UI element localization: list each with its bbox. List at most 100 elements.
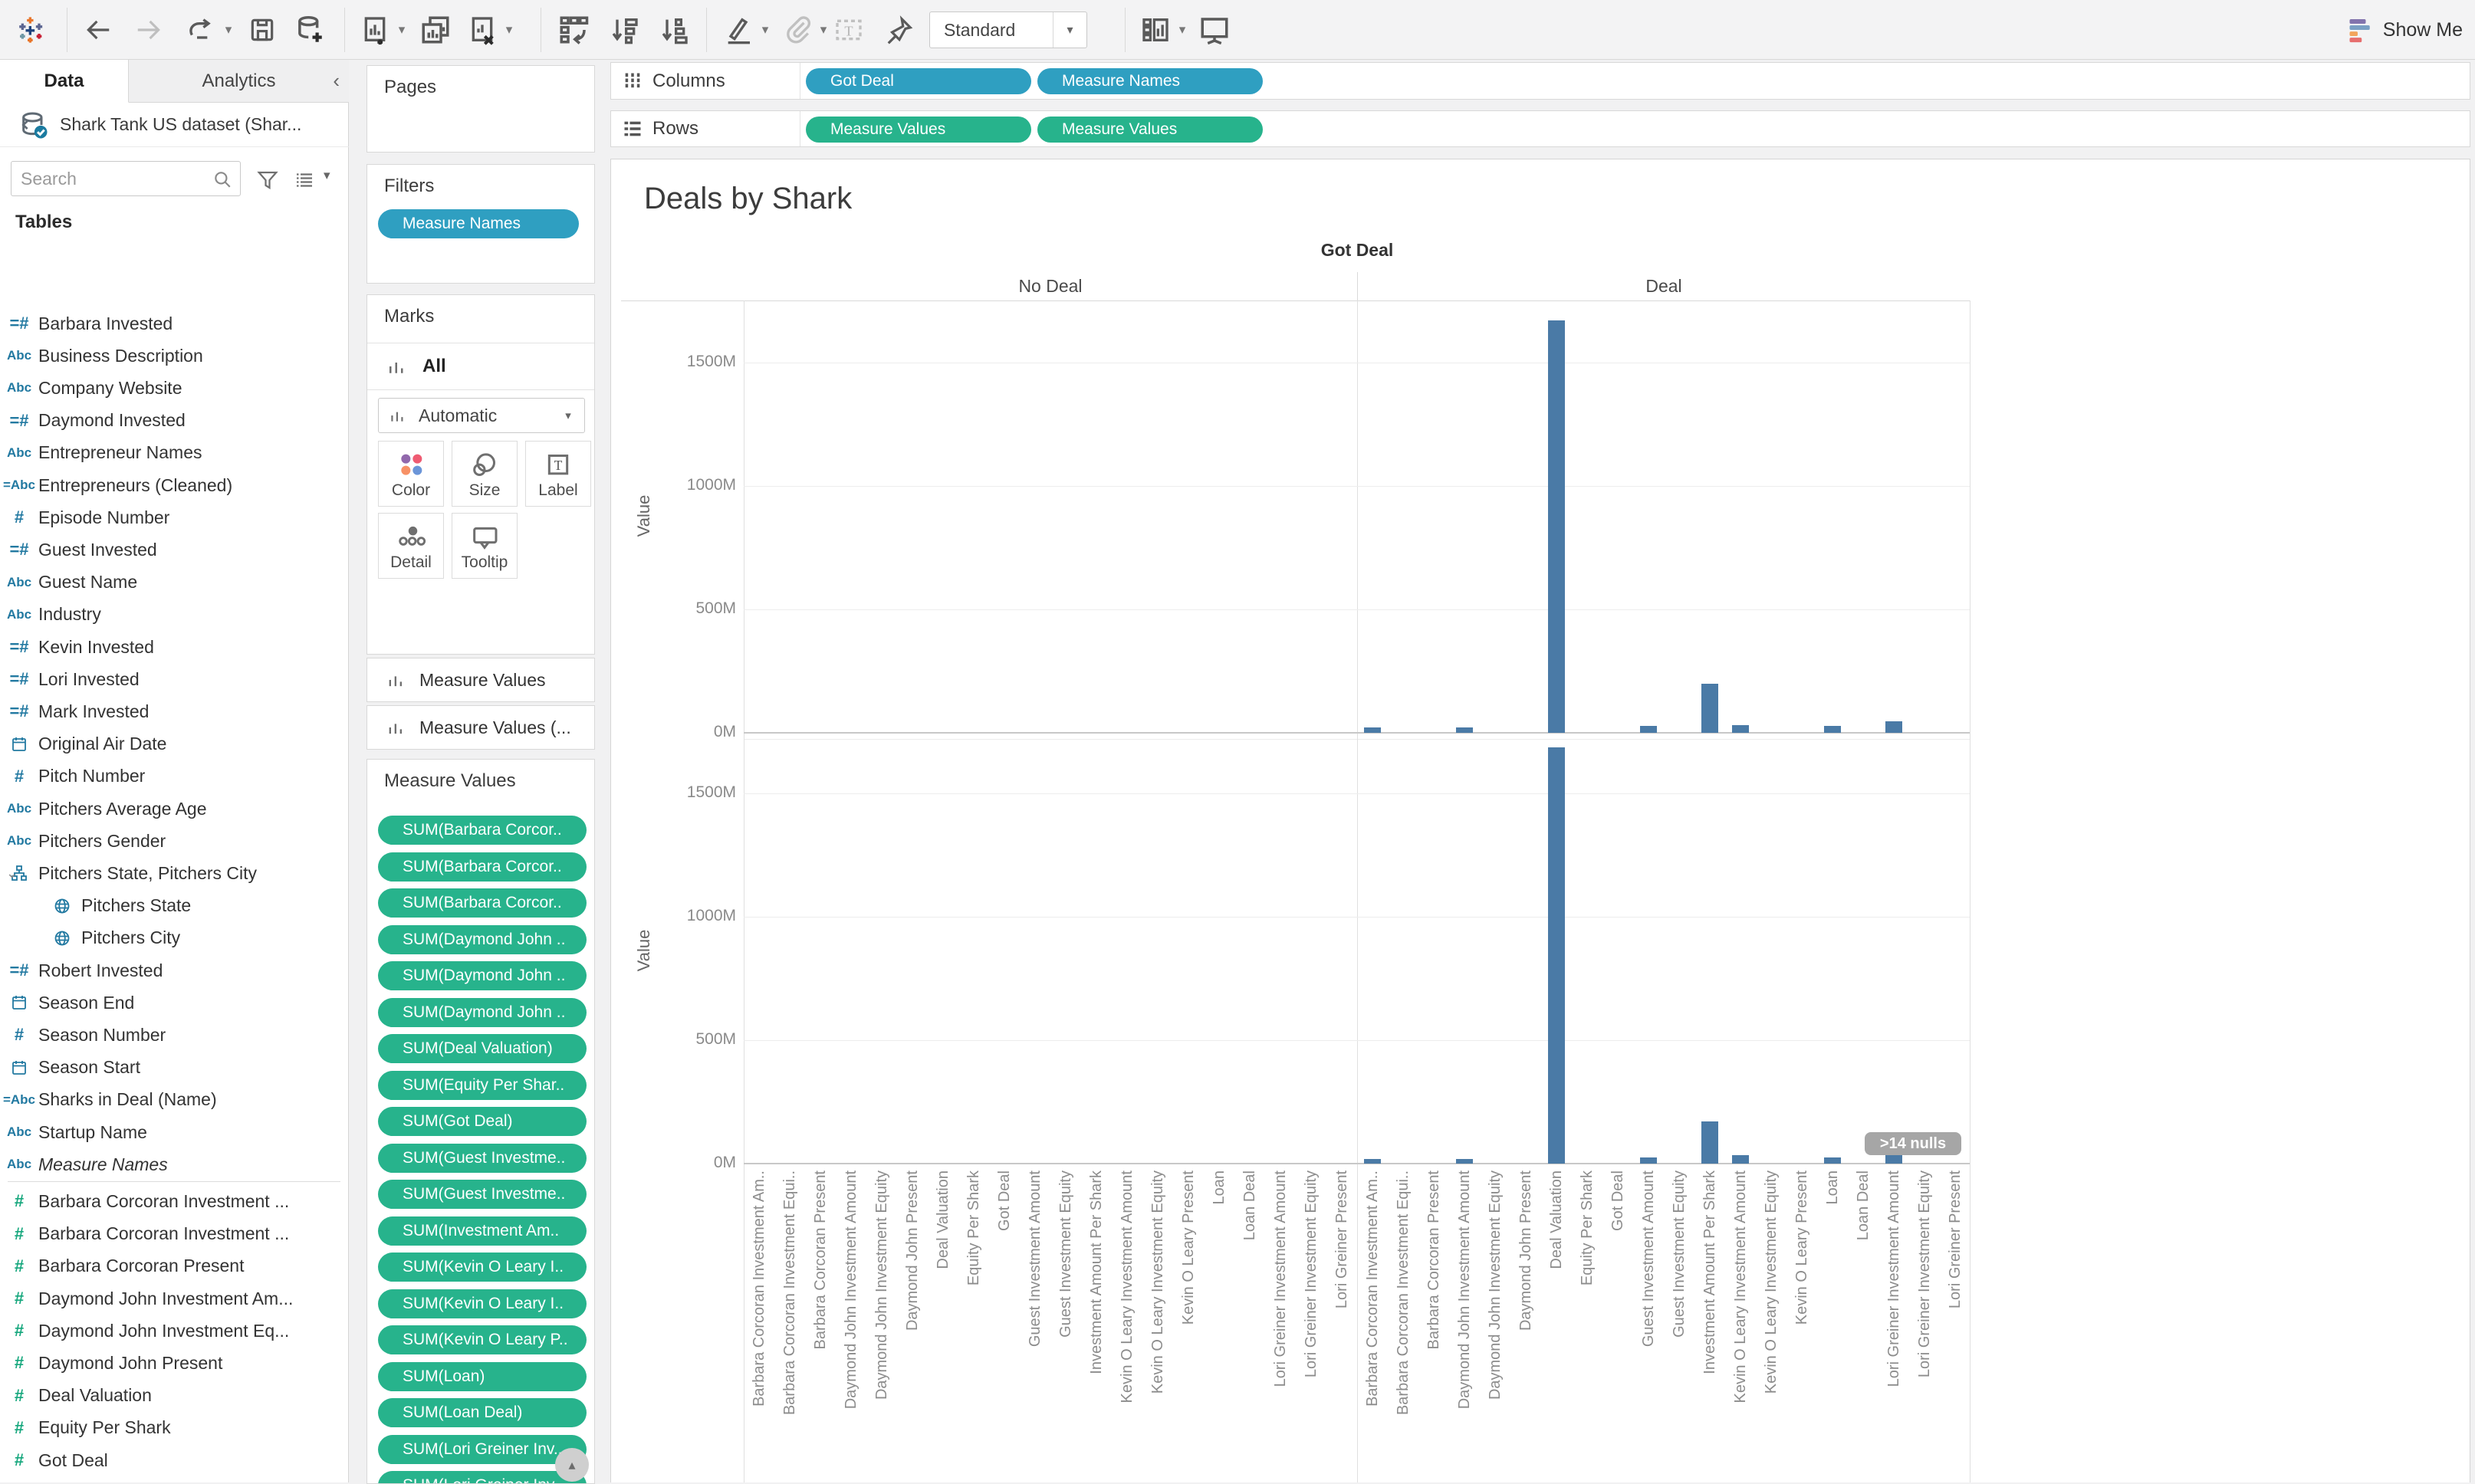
expander-chevron-icon[interactable]: ⌄ xyxy=(6,865,18,882)
scroll-indicator[interactable]: ▴ xyxy=(555,1448,589,1482)
measure-values-pill-0[interactable]: SUM(Barbara Corcor.. xyxy=(378,816,587,845)
size-button[interactable]: Size xyxy=(452,441,518,507)
field-item-daymond-invested[interactable]: =#Daymond Invested xyxy=(0,405,348,437)
clear-sheet-button[interactable] xyxy=(463,0,501,60)
duplicate-sheet-button[interactable] xyxy=(416,0,455,60)
measure-values-pill-2[interactable]: SUM(Barbara Corcor.. xyxy=(378,888,587,918)
highlight-button[interactable] xyxy=(719,0,758,60)
fix-axes-icon[interactable] xyxy=(880,0,919,60)
measure-values-pill-14[interactable]: SUM(Kevin O Leary P.. xyxy=(378,1325,587,1354)
detail-button[interactable]: Detail xyxy=(378,513,444,579)
field-item-barbara-invested[interactable]: =#Barbara Invested xyxy=(0,307,348,340)
field-item-lori-invested[interactable]: =#Lori Invested xyxy=(0,663,348,695)
rows-pill-1[interactable]: Measure Values xyxy=(1037,117,1263,143)
measure-values-pill-7[interactable]: SUM(Equity Per Shar.. xyxy=(378,1071,587,1100)
field-item-pitchers-city[interactable]: Pitchers City xyxy=(0,922,348,954)
collapse-panel-icon[interactable]: ‹ xyxy=(333,69,340,93)
sort-descending-button[interactable] xyxy=(656,0,694,60)
color-button[interactable]: Color xyxy=(378,441,444,507)
show-hide-cards-caret[interactable]: ▾ xyxy=(1175,0,1190,60)
undo-redo-icon[interactable] xyxy=(182,0,219,60)
bar-guest-investment-amount[interactable] xyxy=(1640,726,1657,733)
measure-values-pill-9[interactable]: SUM(Guest Investme.. xyxy=(378,1144,587,1173)
pages-shelf[interactable]: Pages xyxy=(366,65,595,153)
filter-pill-0[interactable]: Measure Names xyxy=(378,209,579,238)
tooltip-button[interactable]: Tooltip xyxy=(452,513,518,579)
mark-type-caret[interactable]: ▾ xyxy=(552,409,584,422)
columns-pill-1[interactable]: Measure Names xyxy=(1037,68,1263,94)
null-indicator-badge[interactable]: >14 nulls xyxy=(1865,1132,1961,1155)
column-header-deal[interactable]: Deal xyxy=(1549,276,1779,297)
bar-loan[interactable] xyxy=(1824,1157,1841,1164)
field-item-deal-valuation[interactable]: #Deal Valuation xyxy=(0,1380,348,1412)
field-item-season-number[interactable]: #Season Number xyxy=(0,1019,348,1051)
field-item-kevin-invested[interactable]: =#Kevin Invested xyxy=(0,631,348,663)
bar-kevin-o-leary-investment-amount[interactable] xyxy=(1732,1155,1749,1164)
field-item-barbara-corcoran-investment-[interactable]: #Barbara Corcoran Investment ... xyxy=(0,1218,348,1250)
field-item-pitchers-state-pitchers-city[interactable]: ⌄Pitchers State, Pitchers City xyxy=(0,857,348,889)
field-item-mark-invested[interactable]: =#Mark Invested xyxy=(0,695,348,727)
search-input[interactable] xyxy=(21,165,205,192)
field-item-guest-investment-amount[interactable]: #Guest Investment Amount xyxy=(0,1476,348,1482)
field-item-daymond-john-investment-eq-[interactable]: #Daymond John Investment Eq... xyxy=(0,1315,348,1347)
field-item-pitchers-state[interactable]: Pitchers State xyxy=(0,890,348,922)
bar-investment-amount-per-shark[interactable] xyxy=(1701,684,1718,733)
bar-guest-investment-amount[interactable] xyxy=(1640,1157,1657,1164)
save-button[interactable] xyxy=(244,0,281,60)
tab-data[interactable]: Data xyxy=(0,60,129,103)
forward-button[interactable] xyxy=(130,0,167,60)
add-datasource-button[interactable] xyxy=(290,0,330,60)
bar-daymond-john-investment-amount[interactable] xyxy=(1456,1159,1473,1164)
measure-values-pill-6[interactable]: SUM(Deal Valuation) xyxy=(378,1034,587,1063)
filters-shelf[interactable]: Filters Measure Names xyxy=(366,164,595,284)
measure-values-pill-4[interactable]: SUM(Daymond John .. xyxy=(378,961,587,990)
highlight-caret[interactable]: ▾ xyxy=(758,0,773,60)
datasource-row[interactable]: Shark Tank US dataset (Shar... xyxy=(0,103,349,147)
field-item-season-end[interactable]: Season End xyxy=(0,987,348,1019)
bar-lori-greiner-investment-amount[interactable] xyxy=(1885,721,1902,733)
bar-investment-amount-per-shark[interactable] xyxy=(1701,1121,1718,1164)
measure-values-pill-1[interactable]: SUM(Barbara Corcor.. xyxy=(378,852,587,882)
field-item-daymond-john-present[interactable]: #Daymond John Present xyxy=(0,1347,348,1379)
swap-rows-columns-button[interactable] xyxy=(554,0,593,60)
field-item-barbara-corcoran-present[interactable]: #Barbara Corcoran Present xyxy=(0,1250,348,1282)
bar-daymond-john-investment-amount[interactable] xyxy=(1456,727,1473,733)
columns-pill-0[interactable]: Got Deal xyxy=(806,68,1031,94)
show-hide-cards-button[interactable] xyxy=(1136,0,1175,60)
presentation-mode-button[interactable] xyxy=(1195,0,1234,60)
show-me-button[interactable]: Show Me xyxy=(2342,0,2463,60)
measure-values-pill-5[interactable]: SUM(Daymond John .. xyxy=(378,998,587,1027)
view-options-icon[interactable] xyxy=(293,169,316,192)
marks-card-measure-values-1[interactable]: Measure Values xyxy=(366,658,595,702)
measure-values-pill-12[interactable]: SUM(Kevin O Leary I.. xyxy=(378,1253,587,1282)
field-item-pitch-number[interactable]: #Pitch Number xyxy=(0,760,348,793)
measure-values-pill-18[interactable]: SUM(Lori Greiner Inv.. xyxy=(378,1471,587,1484)
sort-ascending-button[interactable] xyxy=(606,0,644,60)
clear-sheet-caret[interactable]: ▾ xyxy=(501,0,517,60)
field-item-episode-number[interactable]: #Episode Number xyxy=(0,501,348,534)
column-field-header[interactable]: Got Deal xyxy=(1280,240,1434,261)
fit-selector[interactable]: Standard ▾ xyxy=(929,11,1087,48)
field-item-daymond-john-investment-am-[interactable]: #Daymond John Investment Am... xyxy=(0,1282,348,1315)
field-item-guest-invested[interactable]: =#Guest Invested xyxy=(0,534,348,566)
measure-values-pill-16[interactable]: SUM(Loan Deal) xyxy=(378,1398,587,1427)
field-item-original-air-date[interactable]: Original Air Date xyxy=(0,728,348,760)
field-item-got-deal[interactable]: #Got Deal xyxy=(0,1444,348,1476)
undo-redo-caret[interactable]: ▾ xyxy=(221,0,236,60)
new-worksheet-button[interactable] xyxy=(356,0,394,60)
column-header-no-deal[interactable]: No Deal xyxy=(935,276,1165,297)
mark-type-dropdown[interactable]: Automatic ▾ xyxy=(378,398,585,433)
